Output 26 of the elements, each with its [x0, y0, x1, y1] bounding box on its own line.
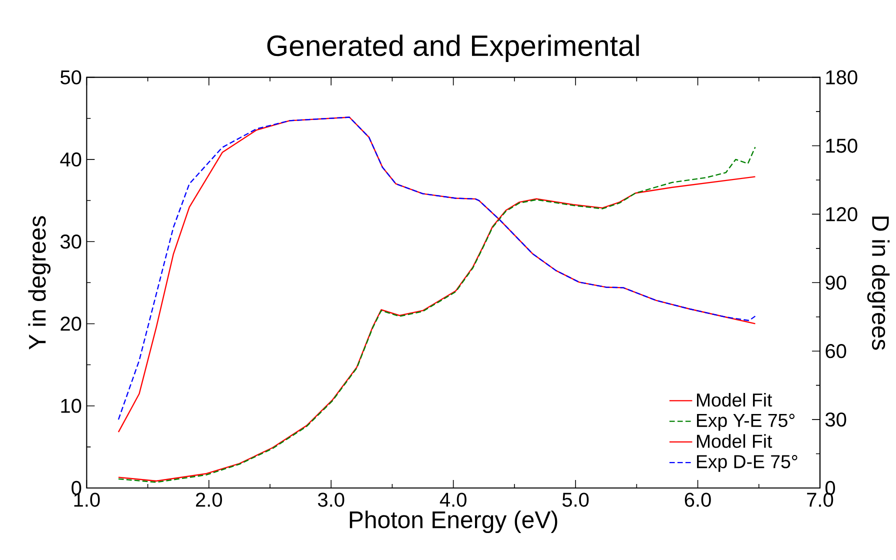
y-axis-title: Y in degrees	[28, 216, 51, 350]
legend-label: Model Fit	[697, 392, 772, 407]
y-tick-label: 50	[60, 70, 82, 84]
x-tick-label: 1.0	[74, 492, 100, 507]
legend-label: Exp Y-E 75°	[697, 414, 794, 431]
y2-tick-label: 30	[825, 412, 846, 427]
y-tick-label: 40	[60, 152, 82, 167]
x-tick-label: 6.0	[684, 492, 711, 507]
x-tick-label: 4.0	[440, 492, 466, 507]
y2-tick-label: 120	[826, 207, 858, 222]
y2-tick-label: 150	[826, 138, 858, 153]
x-tick-label: 3.0	[318, 492, 344, 507]
x-tick-label: 5.0	[562, 492, 589, 507]
y2-tick-label: 60	[826, 344, 846, 358]
y-tick-label: 10	[61, 398, 82, 413]
y2-tick-label: 90	[826, 276, 846, 290]
y-tick-label: 20	[60, 316, 82, 331]
legend-label: Model Fit	[697, 434, 772, 448]
y2-tick-label: 180	[826, 70, 858, 84]
x-tick-label: 2.0	[196, 492, 222, 507]
legend-label: Exp D-E 75°	[697, 455, 798, 472]
x-axis-title: Photon Energy (eV)	[350, 510, 558, 534]
x-tick-label: 7.0	[807, 492, 834, 507]
chart-title: Generated and Experimental	[267, 34, 639, 62]
y-tick-label: 30	[60, 234, 82, 249]
y2-axis-title: D in degrees	[867, 216, 890, 350]
